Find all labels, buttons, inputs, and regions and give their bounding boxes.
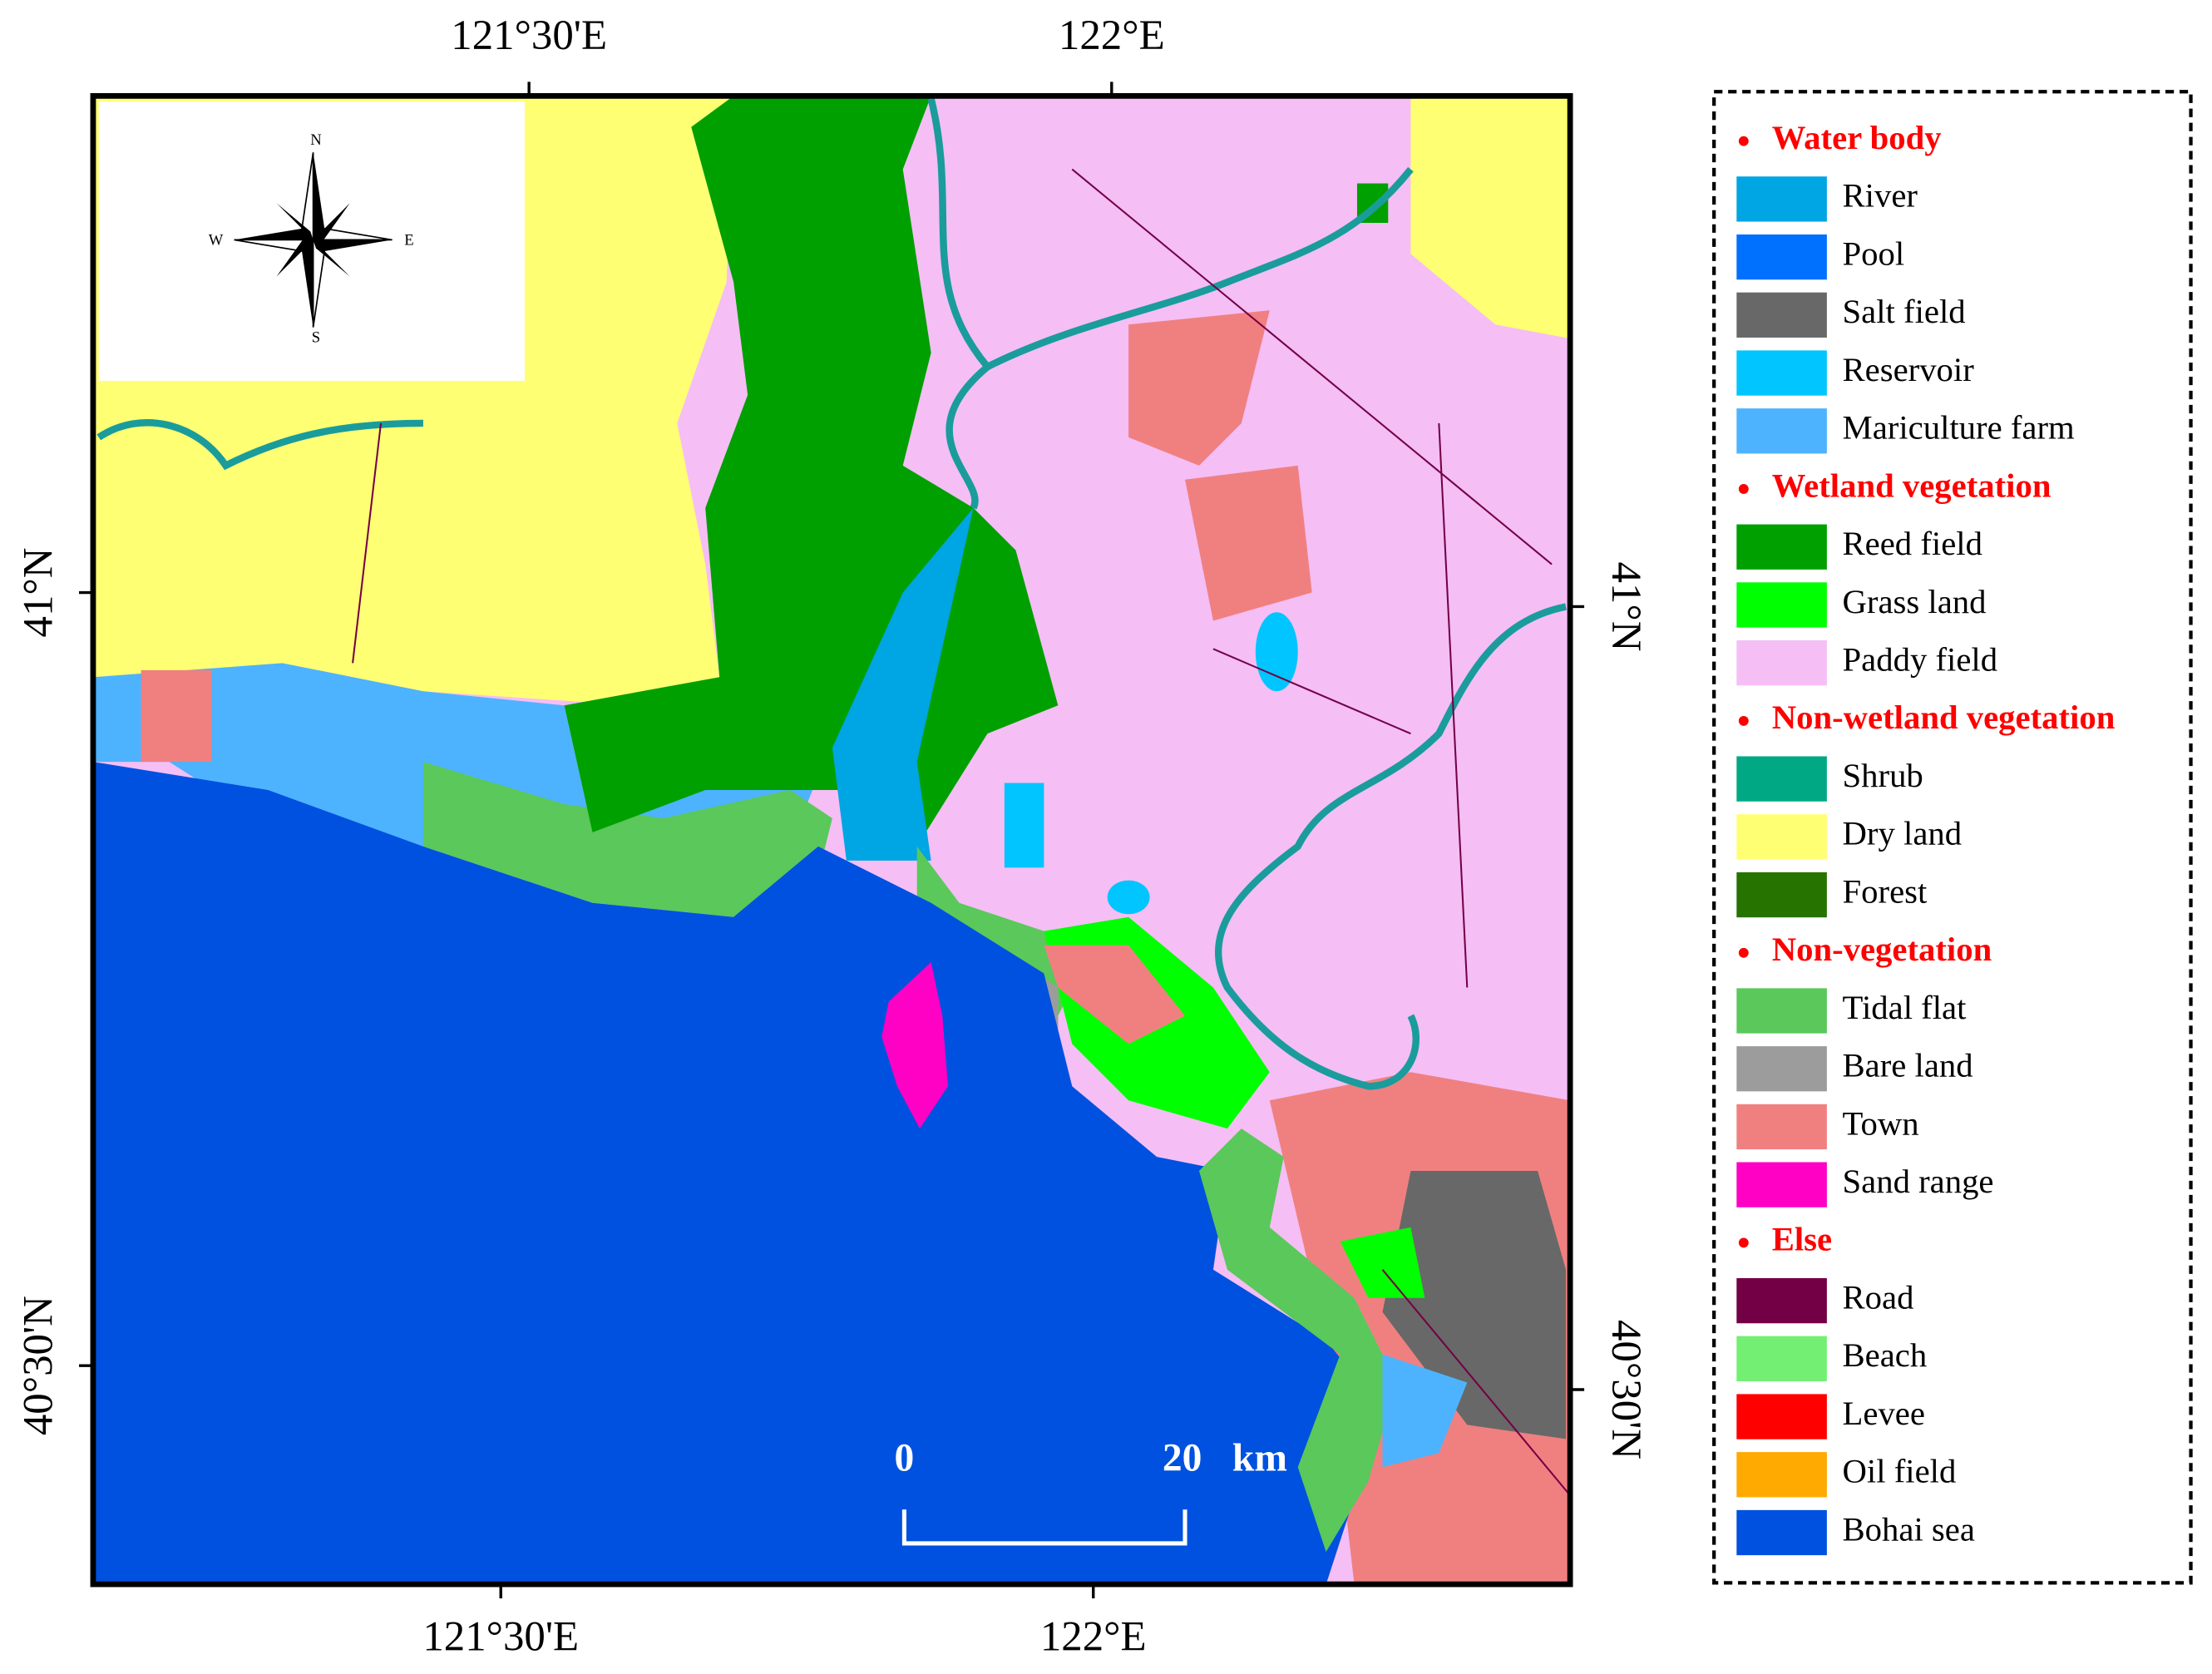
compass-e: E xyxy=(404,231,413,249)
legend-label: Paddy field xyxy=(1843,641,1998,679)
scale-bar xyxy=(901,1509,1187,1546)
legend-label: Levee xyxy=(1843,1395,1925,1432)
legend-swatch xyxy=(1736,176,1827,222)
legend-bullet xyxy=(1738,715,1749,726)
lat-label-left: 40°30'N xyxy=(16,1296,62,1435)
lon-label-top: 122°E xyxy=(1059,12,1165,59)
legend-swatch xyxy=(1736,234,1827,280)
legend-label: Grass land xyxy=(1843,583,1987,620)
legend-swatch xyxy=(1736,292,1827,338)
legend-swatch xyxy=(1736,756,1827,802)
lon-label-bottom: 122°E xyxy=(1040,1614,1147,1661)
land-cover-map: N E S W 0 20 km xyxy=(92,96,1571,1585)
legend-bullet xyxy=(1738,136,1749,146)
legend-swatch xyxy=(1736,1277,1827,1324)
legend-swatch xyxy=(1736,524,1827,570)
legend-swatch xyxy=(1736,1452,1827,1498)
legend-group-title: Wetland vegetation xyxy=(1772,467,2052,504)
lat-label-left: 41°N xyxy=(16,548,62,638)
legend-swatch xyxy=(1736,350,1827,396)
compass-n: N xyxy=(310,131,322,149)
legend-swatch xyxy=(1736,1509,1827,1556)
scale-end: 20 xyxy=(1163,1436,1202,1479)
legend-label: Mariculture farm xyxy=(1843,409,2075,447)
graticule-ticks xyxy=(79,81,1585,1599)
legend-label: Oil field xyxy=(1843,1453,1957,1490)
legend-bullet xyxy=(1738,484,1749,494)
compass-rose xyxy=(234,152,393,328)
map-frame xyxy=(90,92,1573,1588)
legend-label: Reservoir xyxy=(1843,351,1975,388)
legend-label: River xyxy=(1843,177,1918,215)
lat-label-right: 40°30'N xyxy=(1602,1320,1649,1459)
legend-group-title: Non-vegetation xyxy=(1772,931,1992,968)
legend-swatch xyxy=(1736,1104,1827,1150)
lat-label-right: 41°N xyxy=(1602,561,1649,651)
legend-label: Tidal flat xyxy=(1843,989,1968,1026)
compass-s: S xyxy=(312,328,320,346)
legend-label: Salt field xyxy=(1843,293,1966,330)
legend-swatch xyxy=(1736,1336,1827,1381)
lon-label-top: 121°30'E xyxy=(451,12,607,59)
legend-label: Town xyxy=(1843,1104,1919,1142)
legend-label: Forest xyxy=(1843,872,1928,910)
legend: Water body River Pool Salt field Reservoir Ma… xyxy=(1736,119,2116,1556)
legend-swatch xyxy=(1736,1394,1827,1439)
legend-swatch xyxy=(1736,408,1827,454)
legend-swatch xyxy=(1736,988,1827,1034)
legend-group-title: Non-wetland vegetation xyxy=(1772,699,2116,736)
scale-start: 0 xyxy=(895,1436,915,1479)
legend-swatch xyxy=(1736,1046,1827,1092)
legend-bullet xyxy=(1738,1237,1749,1248)
legend-bullet xyxy=(1738,947,1749,958)
lon-label-bottom: 121°30'E xyxy=(422,1614,579,1661)
legend-label: Road xyxy=(1843,1278,1914,1316)
legend-swatch xyxy=(1736,872,1827,918)
legend-swatch xyxy=(1736,814,1827,860)
legend-label: Dry land xyxy=(1843,815,1963,852)
legend-swatch xyxy=(1736,1162,1827,1207)
compass-w: W xyxy=(209,231,224,249)
legend-label: Shrub xyxy=(1843,757,1923,794)
scale-unit: km xyxy=(1232,1436,1287,1479)
legend-swatch xyxy=(1736,582,1827,628)
legend-label: Reed field xyxy=(1843,525,1982,562)
legend-label: Bare land xyxy=(1843,1047,1973,1084)
legend-group-title: Else xyxy=(1772,1221,1832,1258)
legend-label: Beach xyxy=(1843,1336,1928,1374)
legend-label: Sand range xyxy=(1843,1163,1994,1200)
legend-swatch xyxy=(1736,640,1827,686)
legend-label: Pool xyxy=(1843,235,1905,272)
legend-group-title: Water body xyxy=(1772,119,1942,156)
legend-label: Bohai sea xyxy=(1843,1510,1975,1548)
